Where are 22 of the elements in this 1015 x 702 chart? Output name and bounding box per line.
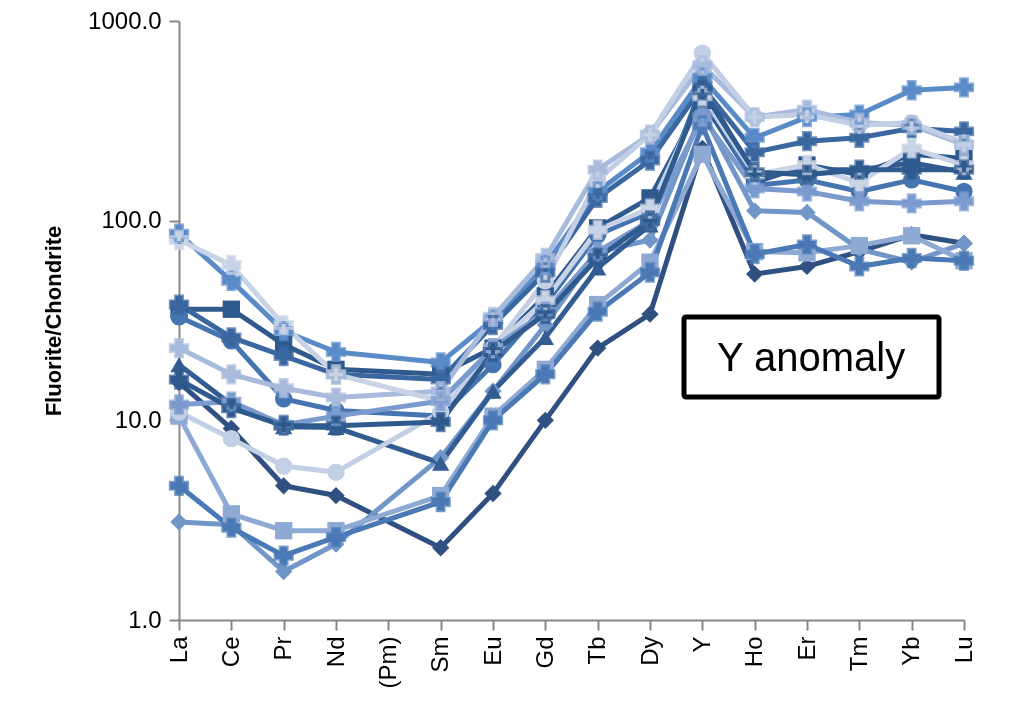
y-tick-label: 1000.0 — [88, 6, 162, 34]
x-tick-label: Er — [792, 636, 820, 661]
x-tick-label: Ho — [740, 636, 768, 668]
x-tick-label: Tm — [844, 636, 872, 672]
x-tick-label: La — [164, 635, 192, 664]
y-tick-label: 10.0 — [114, 405, 162, 433]
x-tick-label: Gd — [530, 636, 558, 669]
x-tick-label: Eu — [478, 636, 506, 666]
annotation: Y anomaly — [716, 335, 906, 379]
x-tick-label: Yb — [897, 636, 925, 666]
x-tick-label: Y — [687, 636, 715, 653]
x-tick-label: Lu — [949, 636, 977, 664]
x-tick-label: Pr — [269, 636, 297, 661]
x-tick-label: Ce — [216, 636, 244, 668]
y-axis-title: Fluorite/Chondrite — [41, 225, 67, 417]
x-tick-label: (Pm) — [373, 636, 401, 689]
x-tick-label: Sm — [426, 636, 454, 673]
y-tick-label: 100.0 — [101, 206, 162, 234]
x-tick-label: Dy — [635, 636, 663, 666]
x-tick-label: Tb — [583, 636, 611, 665]
x-tick-label: Nd — [321, 636, 349, 668]
y-tick-label: 1.0 — [128, 605, 162, 633]
